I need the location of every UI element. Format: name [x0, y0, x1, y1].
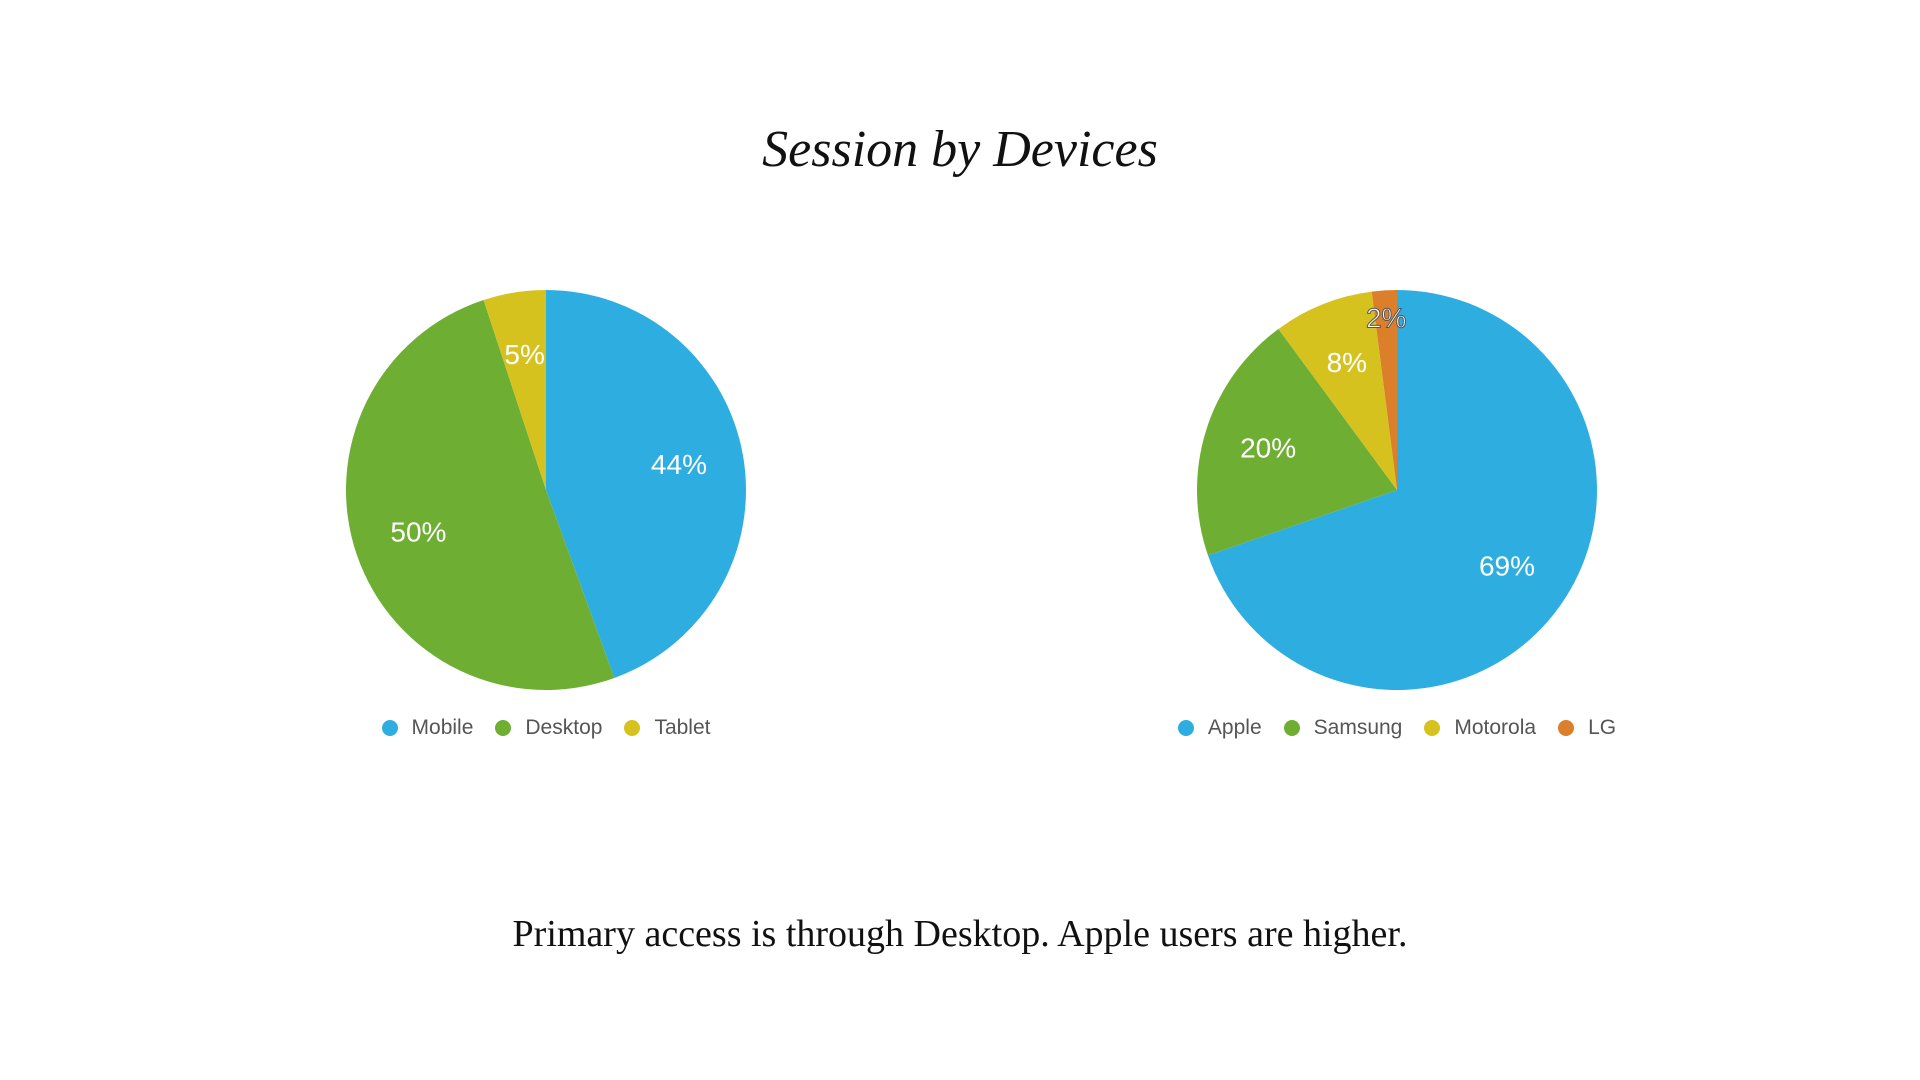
slice-label-desktop: 50%: [390, 517, 446, 548]
legend-label: Apple: [1207, 716, 1262, 739]
legend-swatch: [624, 720, 641, 736]
legend-item-lg: LG: [1558, 716, 1616, 740]
legend-item-apple: Apple: [1177, 716, 1262, 740]
legend-label: Desktop: [525, 716, 603, 739]
legend-label: LG: [1588, 716, 1617, 739]
legend-item-motorola: Motorola: [1424, 716, 1536, 740]
legend-item-tablet: Tablet: [624, 716, 710, 740]
legend-label: Motorola: [1454, 716, 1537, 739]
pie-slice-desktop: [346, 299, 615, 690]
pie-chart-svg: 44% 50% 5%: [346, 290, 746, 690]
legend-label: Tablet: [654, 716, 711, 739]
slice-label-tablet: 5%: [504, 339, 544, 370]
pie-chart-svg: 69% 20% 8% 2%: [1197, 290, 1597, 690]
chart-legend: Apple Samsung Motorola LG: [1077, 716, 1717, 740]
pie-slice-lg: [1371, 290, 1397, 490]
slice-label-motorola: 8%: [1327, 347, 1367, 378]
device-type-pie-chart: 44% 50% 5% Mobile Desktop Tablet: [226, 280, 866, 760]
legend-item-desktop: Desktop: [495, 716, 602, 740]
legend-swatch: [1424, 720, 1441, 736]
legend-label: Samsung: [1313, 716, 1403, 739]
device-brand-pie-chart: 69% 20% 8% 2% Apple Samsung Motorola LG: [1077, 280, 1717, 760]
pie-slice-apple: [1207, 290, 1597, 690]
legend-swatch: [1558, 720, 1575, 736]
pie-slice-mobile: [546, 290, 746, 678]
legend-swatch: [495, 720, 512, 736]
slice-label-apple: 69%: [1479, 551, 1535, 582]
slice-label-samsung: 20%: [1240, 432, 1296, 463]
legend-swatch: [1283, 720, 1300, 736]
legend-swatch: [1177, 720, 1194, 736]
slide-caption: Primary access is through Desktop. Apple…: [512, 913, 1408, 955]
chart-title: Session by Devices: [762, 121, 1158, 178]
legend-item-samsung: Samsung: [1283, 716, 1403, 740]
pie-slice-tablet: [483, 290, 546, 490]
pie-slice-samsung: [1197, 328, 1397, 556]
pie-slice-motorola: [1278, 291, 1397, 490]
legend-swatch: [381, 720, 398, 736]
chart-legend: Mobile Desktop Tablet: [226, 716, 866, 740]
legend-item-mobile: Mobile: [381, 716, 474, 740]
slice-label-lg: 2%: [1366, 303, 1406, 334]
legend-label: Mobile: [411, 716, 474, 739]
slice-label-mobile: 44%: [651, 449, 707, 480]
